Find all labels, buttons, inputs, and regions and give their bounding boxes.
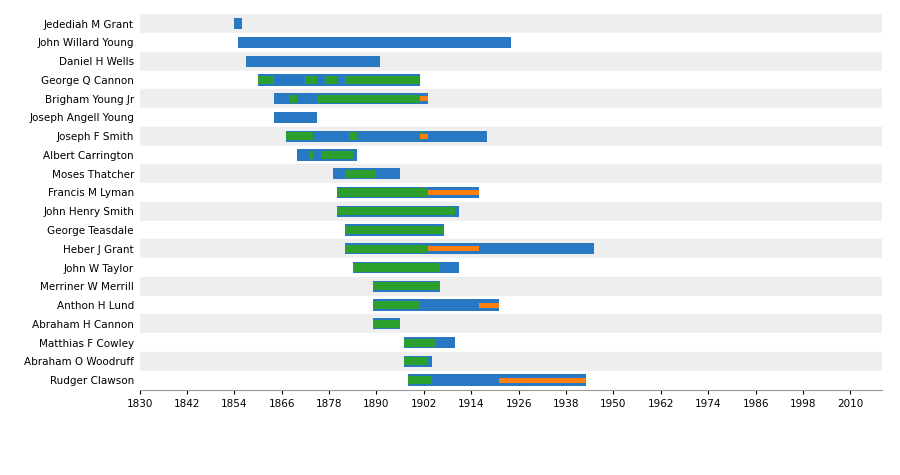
Bar: [140, 146, 882, 164]
Bar: [140, 352, 882, 371]
Bar: [349, 132, 356, 140]
Bar: [373, 318, 400, 330]
Bar: [234, 18, 242, 29]
Bar: [140, 89, 882, 108]
Bar: [420, 132, 424, 140]
Bar: [321, 151, 353, 159]
Bar: [317, 95, 420, 103]
Bar: [333, 168, 400, 180]
Bar: [345, 170, 376, 178]
Bar: [345, 76, 420, 84]
Bar: [408, 376, 432, 384]
Bar: [258, 76, 274, 84]
Bar: [140, 108, 882, 127]
Bar: [140, 221, 882, 239]
Bar: [428, 190, 479, 195]
Bar: [305, 76, 317, 84]
Bar: [140, 127, 882, 146]
Bar: [140, 258, 882, 277]
Bar: [420, 133, 427, 139]
Bar: [310, 151, 313, 159]
Bar: [274, 93, 427, 104]
Bar: [274, 112, 317, 123]
Bar: [140, 314, 882, 333]
Bar: [499, 378, 586, 383]
Bar: [140, 52, 882, 71]
Bar: [325, 76, 337, 84]
Bar: [420, 96, 427, 101]
Bar: [353, 264, 440, 272]
Bar: [285, 132, 313, 140]
Bar: [345, 226, 444, 234]
Bar: [353, 262, 459, 273]
Bar: [285, 131, 487, 142]
Bar: [246, 56, 381, 67]
Bar: [373, 282, 440, 290]
Bar: [140, 164, 882, 183]
Bar: [337, 189, 428, 197]
Bar: [345, 245, 427, 253]
Bar: [345, 243, 594, 255]
Bar: [373, 320, 400, 328]
Bar: [140, 14, 882, 33]
Bar: [140, 295, 882, 314]
Bar: [140, 239, 882, 258]
Bar: [373, 281, 440, 292]
Bar: [345, 224, 444, 236]
Bar: [479, 303, 499, 308]
Bar: [337, 187, 479, 198]
Bar: [373, 301, 420, 309]
Bar: [258, 74, 420, 85]
Bar: [238, 37, 510, 48]
Bar: [140, 202, 882, 221]
Bar: [140, 371, 882, 390]
Bar: [373, 299, 499, 311]
Bar: [140, 277, 882, 295]
Bar: [428, 246, 479, 251]
Bar: [404, 357, 428, 365]
Bar: [290, 95, 298, 103]
Bar: [404, 337, 455, 348]
Bar: [408, 374, 586, 386]
Bar: [337, 207, 455, 215]
Bar: [140, 71, 882, 89]
Bar: [298, 149, 356, 161]
Bar: [140, 183, 882, 202]
Bar: [337, 206, 459, 217]
Bar: [404, 339, 436, 347]
Bar: [140, 333, 882, 352]
Bar: [404, 356, 432, 367]
Bar: [140, 33, 882, 52]
